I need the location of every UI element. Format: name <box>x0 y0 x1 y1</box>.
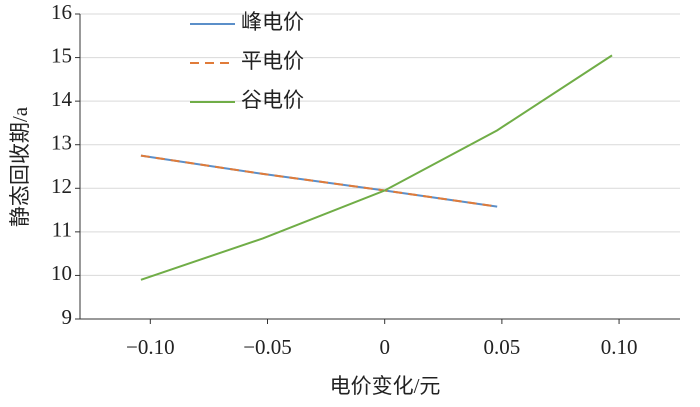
legend-label: 平电价 <box>241 49 304 73</box>
series-line <box>140 154 498 208</box>
y-tick-label: 15 <box>51 43 72 67</box>
y-tick-label: 14 <box>51 87 73 111</box>
legend-label: 谷电价 <box>241 88 304 112</box>
y-tick-label: 13 <box>51 131 72 155</box>
x-tick-label: 0.05 <box>484 335 521 359</box>
x-tick-label: 0.10 <box>601 335 638 359</box>
y-tick-label: 11 <box>52 218 72 242</box>
y-tick-label: 9 <box>62 305 73 329</box>
legend-label: 峰电价 <box>241 10 304 34</box>
y-axis-title: 静态回收期/a <box>8 106 32 227</box>
y-tick-label: 12 <box>51 174 72 198</box>
series-line <box>140 54 613 281</box>
x-tick-label: −0.10 <box>126 335 175 359</box>
x-tick-label: −0.05 <box>243 335 292 359</box>
x-tick-label: 0 <box>379 335 390 359</box>
y-tick-label: 10 <box>51 261 72 285</box>
x-axis-title: 电价变化/元 <box>330 374 441 398</box>
y-tick-label: 16 <box>51 0 72 24</box>
